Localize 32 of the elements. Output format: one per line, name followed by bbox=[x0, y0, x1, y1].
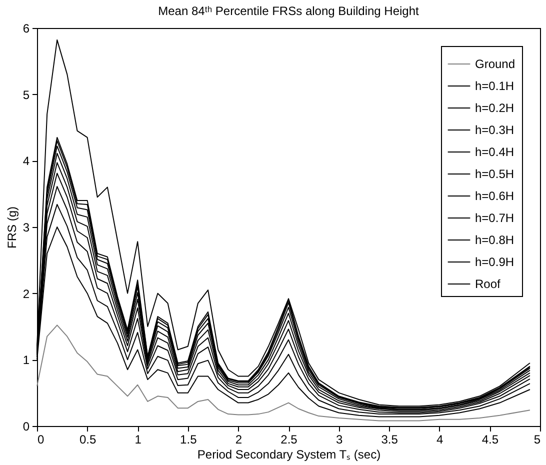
legend-label: h=0.9H bbox=[475, 255, 514, 269]
x-tick-label: 0 bbox=[38, 432, 44, 446]
y-tick-label: 1 bbox=[22, 353, 30, 368]
legend-label: Ground bbox=[475, 57, 516, 71]
y-tick-label: 4 bbox=[22, 154, 30, 168]
legend-label: h=0.6H bbox=[475, 189, 514, 203]
x-tick-label: 0.5 bbox=[79, 432, 96, 446]
legend-label: h=0.4H bbox=[475, 145, 514, 159]
legend-label: Roof bbox=[475, 277, 502, 291]
x-tick-label: 5 bbox=[534, 432, 541, 446]
x-tick-label: 4.5 bbox=[482, 432, 499, 446]
y-tick-label: 0 bbox=[22, 420, 30, 434]
legend-label: h=0.3H bbox=[475, 123, 514, 137]
legend-label: h=0.2H bbox=[475, 101, 514, 115]
x-axis-title: Period Secondary System Tₛ (sec) bbox=[197, 448, 381, 462]
x-tick-label: 3 bbox=[336, 432, 343, 446]
y-tick-label: 5 bbox=[22, 88, 30, 102]
y-axis-title: FRS (g) bbox=[4, 206, 19, 248]
x-tick-label: 1 bbox=[134, 432, 142, 446]
y-tick-label: 2 bbox=[22, 286, 30, 301]
x-tick-label: 2.5 bbox=[280, 432, 298, 446]
legend-label: h=0.7H bbox=[475, 211, 514, 225]
x-tick-label: 3.5 bbox=[381, 432, 398, 446]
x-tick-label: 4 bbox=[436, 432, 444, 446]
y-tick-label: 3 bbox=[22, 220, 30, 234]
legend-label: h=0.1H bbox=[475, 79, 514, 93]
x-tick-label: 2 bbox=[235, 432, 242, 446]
chart-title: Mean 84ᵗʰ Percentile FRSs along Building Height bbox=[158, 4, 420, 18]
x-tick-label: 1.5 bbox=[180, 432, 198, 446]
y-tick-label: 6 bbox=[22, 22, 30, 36]
legend-label: h=0.8H bbox=[475, 233, 514, 247]
legend-label: h=0.5H bbox=[475, 167, 514, 181]
